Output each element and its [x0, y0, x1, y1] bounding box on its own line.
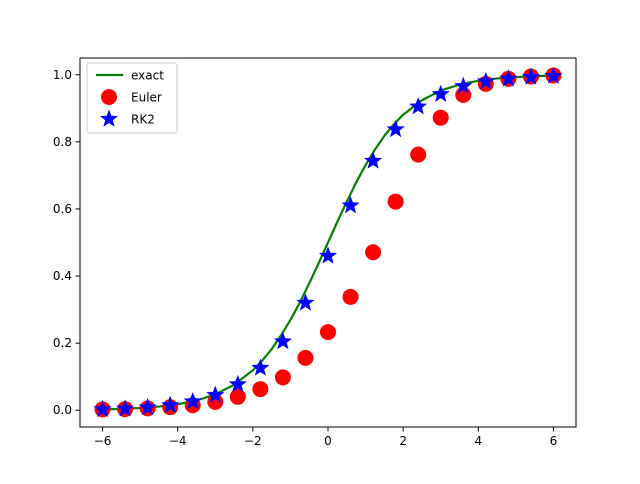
euler-point	[229, 388, 246, 405]
rk2-point	[386, 119, 405, 138]
series-rk2	[93, 66, 563, 418]
legend-label: Euler	[131, 91, 162, 105]
euler-point	[387, 193, 404, 210]
rk2-point	[93, 399, 112, 418]
rk2-point	[431, 84, 450, 102]
rk2-point	[409, 97, 428, 115]
y-axis: 0.0 0.2 0.4 0.6 0.8 1.0	[53, 68, 80, 417]
legend: exact Euler RK2	[86, 62, 178, 134]
legend-swatch	[99, 109, 119, 127]
rk2-point	[454, 76, 473, 94]
x-tick-label: 6	[550, 434, 558, 448]
euler-point	[410, 146, 427, 163]
rk2-point	[228, 374, 247, 393]
y-tick-label: 0.4	[53, 269, 72, 283]
x-tick-label: −6	[94, 434, 112, 448]
rk2-point	[499, 69, 518, 87]
y-tick-label: 1.0	[53, 68, 72, 82]
rk2-point	[138, 398, 157, 416]
euler-point	[320, 324, 336, 341]
y-tick-label: 0.2	[53, 336, 72, 350]
legend-label: exact	[131, 69, 164, 83]
legend-swatch	[101, 89, 117, 105]
plot-area	[93, 66, 563, 418]
rk2-point	[251, 358, 270, 376]
x-tick-label: −2	[244, 434, 262, 448]
x-tick-label: 0	[324, 434, 332, 448]
euler-point	[297, 349, 314, 366]
rk2-point	[521, 67, 540, 85]
rk2-point	[476, 71, 495, 90]
legend-entry-euler: Euler	[101, 89, 162, 105]
rk2-point	[116, 399, 135, 417]
rk2-point	[364, 151, 383, 169]
euler-point	[432, 109, 449, 126]
y-tick-label: 0.6	[53, 202, 72, 216]
rk2-point	[161, 395, 180, 413]
x-tick-label: 4	[474, 434, 482, 448]
legend-entry-rk2: RK2	[99, 109, 155, 127]
euler-point	[274, 369, 291, 386]
rk2-point	[318, 246, 338, 264]
rk2-point	[183, 392, 202, 410]
rk2-point	[544, 66, 563, 84]
rk2-point	[341, 196, 360, 214]
euler-point	[342, 288, 359, 305]
euler-point	[252, 381, 269, 398]
rk2-point	[273, 331, 292, 350]
euler-point	[365, 244, 382, 261]
line-exact	[102, 74, 554, 411]
x-tick-label: −4	[169, 434, 187, 448]
x-axis: −6 −4 −2 0 2 4 6	[94, 427, 558, 448]
x-tick-label: 2	[399, 434, 407, 448]
legend-entry-exact: exact	[96, 69, 164, 83]
y-tick-label: 0.8	[53, 135, 72, 149]
y-tick-label: 0.0	[53, 403, 72, 417]
series-exact	[102, 74, 554, 411]
legend-label: RK2	[131, 113, 155, 127]
rk2-point	[206, 385, 225, 403]
rk2-point	[296, 293, 315, 311]
axes-frame	[79, 57, 577, 428]
